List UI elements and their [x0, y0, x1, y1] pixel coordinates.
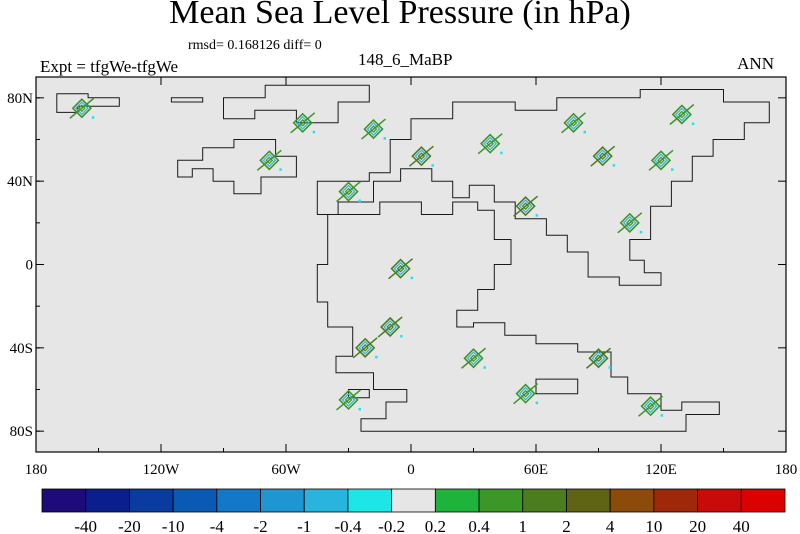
anomaly-cluster-7	[513, 195, 539, 217]
anomaly-cluster-3	[361, 118, 386, 140]
colorbar-swatch-0	[41, 488, 87, 513]
colorbar-swatch-5	[260, 488, 305, 513]
anomaly-cluster-14	[377, 316, 403, 338]
x-tick-label-0: 180	[25, 462, 48, 478]
colorbar-swatch-4	[216, 488, 261, 513]
colorbar-swatch-11	[522, 488, 567, 513]
season-label: ANN	[737, 54, 774, 73]
colorbar-label-14: 20	[689, 517, 706, 534]
anomaly-cluster-20	[336, 389, 361, 411]
anomaly-cluster-10	[617, 212, 643, 234]
colorbar-swatch-7	[347, 488, 393, 513]
anomaly-cluster-5	[408, 145, 434, 167]
case-id-label: 148_6_MaBP	[358, 50, 453, 69]
coastline-segment-5	[316, 201, 720, 432]
coastline-segment-0	[56, 93, 120, 113]
colorbar-swatch-8	[391, 488, 436, 513]
colorbar-label-6: -0.4	[334, 517, 361, 534]
x-tick-label-4: 60E	[524, 462, 548, 478]
colorbar-label-12: 4	[606, 517, 615, 534]
anomaly-cluster-6	[477, 133, 503, 155]
anomaly-cluster-15	[352, 337, 378, 359]
y-tick-label-2: 0	[26, 258, 34, 274]
anomaly-cluster-2	[290, 112, 316, 134]
coastlines	[56, 84, 770, 432]
anomaly-cluster-18	[586, 347, 611, 369]
y-tick-label-0: 80N	[7, 91, 33, 107]
coastline-segment-4	[316, 89, 770, 286]
anomaly-cluster-11	[669, 103, 695, 126]
colorbar-swatch-15	[697, 488, 742, 513]
stats-line: rmsd= 0.168126 diff= 0	[188, 38, 322, 53]
x-tick-label-3: 0	[407, 462, 415, 478]
anomaly-cluster-4	[336, 181, 361, 203]
colorbar-label-10: 1	[519, 517, 528, 534]
anomaly-clusters	[69, 97, 695, 417]
colorbar-label-9: 0.4	[468, 517, 490, 534]
colorbar-swatch-2	[129, 488, 174, 513]
colorbar-swatch-6	[303, 488, 349, 513]
colorbar-label-7: -0.2	[378, 517, 405, 534]
anomaly-cluster-9	[590, 145, 616, 167]
colorbar-swatch-16	[740, 488, 786, 513]
anomaly-cluster-13	[388, 258, 414, 280]
plot-area: 180 120W 60W 0 60E 120E 180 80N 40N 0 40S 80S	[7, 76, 797, 478]
colorbar-swatch-1	[85, 488, 130, 513]
experiment-label: Expt = tfgWe-tfgWe	[40, 57, 179, 76]
anomaly-cluster-8	[561, 112, 586, 134]
colorbar-label-11: 2	[562, 517, 571, 534]
colorbar-label-3: -4	[210, 517, 225, 534]
colorbar: -40 -20 -10 -4 -2 -1 -0.4 -0.2 0.2 0.4 1 2 4 10 20 40	[41, 488, 786, 534]
x-tick-label-1: 120W	[143, 462, 181, 478]
colorbar-swatch-13	[609, 488, 655, 513]
x-tick-label-6: 180	[775, 462, 798, 478]
colorbar-label-1: -20	[118, 517, 141, 534]
colorbar-label-0: -40	[74, 517, 97, 534]
colorbar-label-5: -1	[297, 517, 311, 534]
colorbar-swatch-3	[172, 488, 218, 513]
colorbar-label-13: 10	[645, 517, 662, 534]
x-tick-label-2: 60W	[271, 462, 301, 478]
anomaly-cluster-12	[648, 149, 674, 171]
y-tick-label-3: 40S	[10, 341, 33, 357]
colorbar-swatch-9	[434, 488, 480, 513]
colorbar-swatch-10	[478, 488, 524, 513]
coastline-segment-7	[535, 378, 579, 395]
x-tick-label-5: 120E	[645, 462, 677, 478]
anomaly-cluster-17	[513, 383, 539, 405]
anomaly-cluster-16	[461, 347, 486, 369]
chart-title: Mean Sea Level Pressure (in hPa)	[169, 0, 631, 31]
anomaly-cluster-19	[638, 395, 664, 417]
colorbar-label-4: -2	[253, 517, 267, 534]
colorbar-label-8: 0.2	[425, 517, 446, 534]
coastline-segment-6	[348, 389, 370, 399]
coastline-segment-2	[223, 84, 370, 124]
colorbar-swatch-14	[653, 488, 698, 513]
colorbar-label-2: -10	[162, 517, 185, 534]
colorbar-swatch-12	[566, 488, 611, 513]
colorbar-label-15: 40	[733, 517, 750, 534]
axis-ticks: 180 120W 60W 0 60E 120E 180 80N 40N 0 40S 80S	[7, 77, 797, 478]
coastline-segment-1	[170, 97, 204, 103]
anomaly-cluster-0	[69, 97, 95, 119]
coastline-segment-3	[177, 139, 297, 195]
anomaly-cluster-1	[256, 149, 282, 171]
y-tick-label-4: 80S	[10, 424, 33, 440]
y-tick-label-1: 40N	[7, 174, 33, 190]
